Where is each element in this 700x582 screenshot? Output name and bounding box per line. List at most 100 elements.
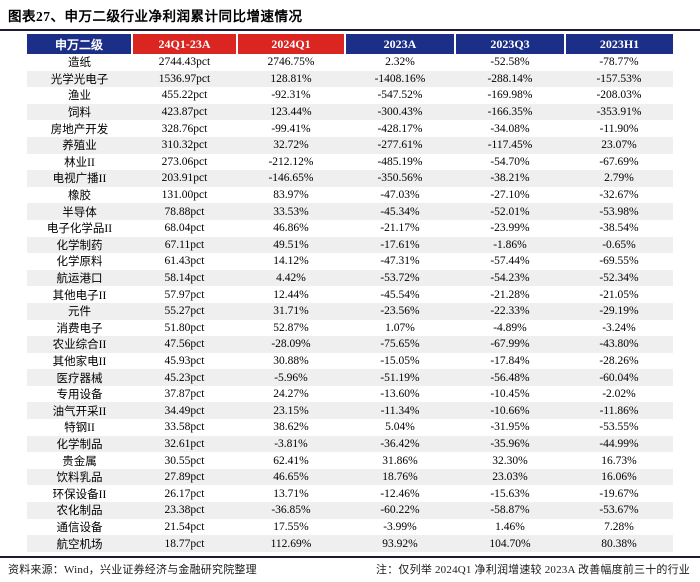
value-cell: -51.19%: [345, 369, 455, 386]
industry-name-cell: 贵金属: [62, 455, 97, 468]
industry-name-cell: 电视广播II: [27, 170, 132, 187]
value-cell: 34.49pct: [132, 402, 237, 420]
value-cell: -53.67%: [565, 502, 673, 519]
value-cell: -17.61%: [345, 236, 455, 254]
figure-title: 图表27、申万二级行业净利润累计同比增速情况: [8, 9, 303, 24]
value-cell: 112.69%: [237, 535, 345, 552]
table-row: 林业II 273.06pct -212.12% -485.19% -54.70% -67.…: [27, 154, 673, 171]
value-cell: -157.53%: [565, 70, 673, 88]
table-row: 光学光电子 1536.97pct 128.81% -1408.16% -288.14% -…: [27, 70, 673, 88]
value-cell: -169.98%: [487, 89, 533, 102]
value-cell: 23.07%: [565, 136, 673, 154]
value-cell: -17.84%: [490, 354, 530, 367]
industry-name-cell: 橡胶: [68, 190, 91, 203]
value-cell: 37.87pct: [164, 388, 205, 401]
industry-name-cell: 养殖业: [27, 136, 132, 154]
value-cell: 128.81%: [237, 70, 345, 88]
source-text: 资料来源：Wind，兴业证券经济与金融研究院整理: [8, 563, 257, 576]
value-cell: -12.46%: [380, 487, 420, 500]
table-row: 化学制品 32.61pct -3.81% -36.42% -35.96% -44.99%: [27, 435, 673, 453]
industry-name-cell: 特钢II: [64, 422, 95, 435]
value-cell: 27.89pct: [132, 468, 237, 486]
value-cell: -23.56%: [345, 302, 455, 320]
value-cell: 1536.97pct: [132, 70, 237, 88]
value-cell: -38.54%: [599, 222, 639, 235]
value-cell: -43.80%: [565, 336, 673, 353]
value-cell: -31.95%: [490, 421, 530, 434]
value-cell: 80.38%: [565, 535, 673, 552]
table-row: 农化制品 23.38pct -36.85% -60.22% -58.87% -53.67%: [27, 502, 673, 519]
value-cell: 16.06%: [565, 468, 673, 486]
industry-name-cell: 通信设备: [56, 521, 103, 534]
value-cell: 18.76%: [345, 468, 455, 486]
industry-name-cell: 半导体: [27, 203, 132, 220]
table-row: 房地产开发 328.76pct -99.41% -428.17% -34.08% -11.…: [27, 120, 673, 137]
value-cell: -21.05%: [599, 288, 639, 301]
value-cell: -52.34%: [565, 269, 673, 287]
industry-name-cell: 油气开采II: [27, 402, 132, 420]
value-cell: -69.55%: [599, 255, 639, 268]
industry-name-cell: 渔业: [68, 90, 91, 103]
top-divider: [0, 29, 700, 31]
industry-name-cell: 专用设备: [56, 389, 103, 402]
industry-name-cell: 电子化学品II: [46, 223, 113, 236]
value-cell: -350.56%: [345, 170, 455, 187]
value-cell: -3.81%: [237, 435, 345, 453]
note-text: 注：仅列举 2024Q1 净利润增速较 2023A 改善幅度前三十的行业: [376, 563, 690, 576]
value-cell: -428.17%: [377, 122, 423, 135]
value-cell: 55.27pct: [132, 302, 237, 320]
value-cell: -547.52%: [377, 89, 423, 102]
table-row: 渔业 455.22pct -92.31% -547.52% -169.98% -208.0…: [27, 87, 673, 104]
value-cell: 31.86%: [382, 454, 418, 467]
column-header: 2023Q3: [454, 34, 565, 54]
industry-name-cell: 化学原料: [56, 256, 103, 269]
value-cell: -67.99%: [455, 336, 565, 353]
value-cell: -11.90%: [599, 122, 639, 135]
value-cell: 1.07%: [385, 321, 415, 334]
value-cell: -353.91%: [565, 103, 673, 121]
value-cell: -21.28%: [490, 288, 530, 301]
value-cell: 46.86%: [273, 222, 309, 235]
column-header: 24Q1-23A: [131, 34, 237, 54]
value-cell: -58.87%: [455, 502, 565, 519]
value-cell: 32.30%: [492, 454, 528, 467]
table-row: 半导体 78.88pct 33.53% -45.34% -52.01% -53.98%: [27, 203, 673, 220]
value-cell: -36.85%: [237, 502, 345, 519]
value-cell: 13.71%: [273, 487, 309, 500]
value-cell: -38.21%: [455, 170, 565, 187]
value-cell: 7.28%: [604, 520, 634, 533]
table-row: 电视广播II 203.91pct -146.65% -350.56% -38.21% 2.…: [27, 170, 673, 187]
value-cell: 123.44%: [237, 103, 345, 121]
value-cell: -300.43%: [345, 103, 455, 121]
value-cell: 45.93pct: [164, 354, 205, 367]
table-row: 油气开采II 34.49pct 23.15% -11.34% -10.66% -11.86…: [27, 402, 673, 420]
value-cell: 423.87pct: [132, 103, 237, 121]
value-cell: -22.33%: [455, 302, 565, 320]
value-cell: -10.66%: [455, 402, 565, 420]
value-cell: -54.23%: [455, 269, 565, 287]
value-cell: -28.26%: [599, 354, 639, 367]
table-row: 消费电子 51.80pct 52.87% 1.07% -4.89% -3.24%: [27, 320, 673, 337]
industry-name-cell: 消费电子: [56, 322, 103, 335]
table-body: 造纸 2744.43pct 2746.75% 2.32% -52.58% -78.77% 光…: [27, 54, 673, 552]
value-cell: 32.72%: [237, 136, 345, 154]
table-row: 元件 55.27pct 31.71% -23.56% -22.33% -29.19%: [27, 302, 673, 320]
value-cell: 67.11pct: [132, 236, 237, 254]
value-cell: -288.14%: [455, 70, 565, 88]
value-cell: -36.42%: [345, 435, 455, 453]
value-cell: 51.80pct: [164, 321, 205, 334]
value-cell: -67.69%: [599, 155, 639, 168]
industry-name-cell: 光学光电子: [27, 70, 132, 88]
value-cell: 14.12%: [273, 255, 309, 268]
value-cell: -146.65%: [237, 170, 345, 187]
industry-growth-table: 申万二级 24Q1-23A 2024Q1 2023A 2023Q3 2023H1 造纸 27…: [27, 34, 673, 552]
industry-name-cell: 航空机场: [27, 535, 132, 552]
value-cell: -45.54%: [380, 288, 420, 301]
bottom-divider: [0, 555, 700, 558]
industry-name-cell: 饮料乳品: [27, 468, 132, 486]
value-cell: -52.58%: [490, 56, 530, 69]
value-cell: 78.88pct: [132, 203, 237, 220]
value-cell: 24.27%: [273, 388, 309, 401]
industry-name-cell: 化学制品: [27, 435, 132, 453]
